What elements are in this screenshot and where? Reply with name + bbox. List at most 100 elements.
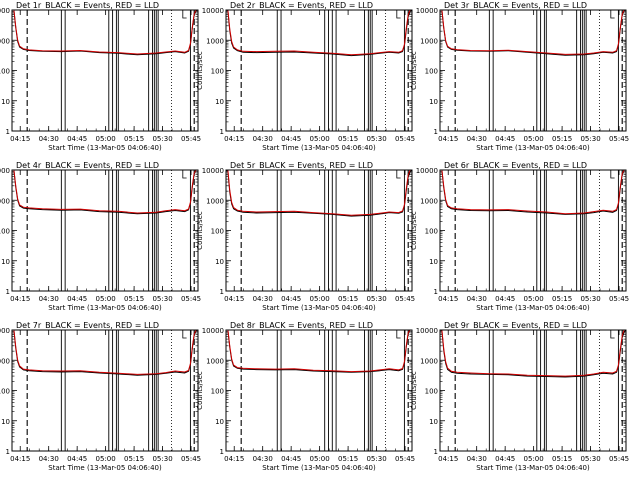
x-tick-label: 04:45	[67, 135, 87, 143]
saa-bracket	[610, 170, 615, 179]
y-tick-label: 100	[211, 68, 224, 76]
x-tick-label: 04:15	[438, 295, 458, 303]
events-series-line	[225, 169, 413, 217]
y-tick-label: 1000	[206, 357, 224, 365]
y-tick-label: 10	[429, 258, 438, 266]
detector-panel: Det 3r_BLACK = Events, RED = LLD Counts/s…	[410, 1, 629, 152]
saa-bracket	[610, 330, 615, 339]
lld-series-line	[12, 9, 198, 55]
y-tick-label: 100	[0, 388, 10, 396]
x-axis-label: Start Time (13-Mar-05 04:06:40)	[476, 304, 590, 312]
x-tick-label: 04:30	[39, 455, 59, 463]
saa-bracket	[396, 330, 401, 339]
x-tick-label: 04:45	[281, 295, 301, 303]
detector-panel: Det 7r_BLACK = Events, RED = LLD Counts/s…	[0, 321, 201, 472]
lld-series-line	[440, 329, 626, 377]
saa-bracket	[396, 170, 401, 179]
y-tick-label: 1000	[206, 37, 224, 45]
x-tick-label: 04:45	[495, 135, 515, 143]
y-tick-label: 1	[220, 128, 224, 136]
y-tick-label: 1	[6, 448, 10, 456]
x-tick-label: 05:00	[524, 295, 544, 303]
plot-frame	[439, 329, 627, 452]
events-series-line	[225, 9, 413, 57]
x-tick-label: 04:45	[67, 295, 87, 303]
plot-frame	[225, 9, 413, 132]
events-series-line	[440, 169, 627, 215]
panel-title: Det 3r_BLACK = Events, RED = LLD	[444, 1, 587, 10]
y-tick-label: 100	[0, 68, 10, 76]
y-tick-label: 1	[220, 288, 224, 296]
x-tick-label: 05:30	[366, 295, 386, 303]
x-tick-label: 04:45	[67, 455, 87, 463]
y-tick-label: 10	[1, 418, 10, 426]
panel-title: Det 9r_BLACK = Events, RED = LLD	[444, 321, 587, 330]
y-tick-label: 10	[215, 418, 224, 426]
y-tick-label: 100	[425, 388, 438, 396]
y-tick-label: 10000	[0, 167, 10, 175]
y-tick-label: 100	[211, 388, 224, 396]
saa-bracket	[610, 10, 615, 19]
plot-frame	[11, 9, 199, 132]
y-tick-label: 10000	[202, 327, 224, 335]
y-tick-label: 10	[215, 258, 224, 266]
x-tick-label: 05:30	[366, 135, 386, 143]
x-tick-label: 05:30	[152, 135, 172, 143]
y-tick-label: 1	[220, 448, 224, 456]
x-axis-label: Start Time (13-Mar-05 04:06:40)	[262, 144, 376, 152]
x-tick-label: 05:15	[124, 295, 144, 303]
lld-series-line	[226, 169, 412, 216]
x-tick-label: 05:00	[96, 455, 116, 463]
detector-panel: Det 2r_BLACK = Events, RED = LLD Counts/s…	[196, 1, 415, 152]
y-axis-label: Counts/sec	[410, 51, 418, 90]
events-series-line	[12, 9, 199, 56]
saa-bracket	[396, 10, 401, 19]
x-tick-label: 05:30	[152, 295, 172, 303]
x-tick-label: 05:45	[609, 295, 629, 303]
y-tick-label: 1	[434, 288, 438, 296]
y-tick-label: 10000	[416, 167, 438, 175]
lld-series-line	[12, 169, 198, 214]
y-axis-label: Counts/sec	[196, 371, 204, 410]
x-tick-label: 04:45	[495, 295, 515, 303]
x-tick-label: 04:30	[253, 455, 273, 463]
events-series-line	[440, 9, 627, 56]
saa-bracket	[182, 330, 187, 339]
y-axis-label: Counts/sec	[196, 51, 204, 90]
x-tick-label: 05:30	[580, 135, 600, 143]
plot-frame	[11, 169, 199, 292]
x-axis-label: Start Time (13-Mar-05 04:06:40)	[48, 464, 162, 472]
x-tick-label: 04:15	[224, 295, 244, 303]
plot-frame	[439, 169, 627, 292]
x-tick-label: 04:15	[438, 135, 458, 143]
y-tick-label: 1	[6, 128, 10, 136]
y-tick-label: 10000	[0, 327, 10, 335]
x-tick-label: 05:00	[524, 455, 544, 463]
x-tick-label: 04:30	[467, 135, 487, 143]
x-tick-label: 04:30	[253, 135, 273, 143]
x-tick-label: 04:15	[224, 455, 244, 463]
x-tick-label: 05:45	[181, 295, 201, 303]
x-tick-label: 05:15	[338, 455, 358, 463]
events-series-line	[439, 329, 627, 378]
y-tick-label: 10	[1, 98, 10, 106]
plot-frame	[225, 169, 413, 292]
lld-series-line	[226, 329, 412, 373]
x-tick-label: 04:30	[39, 295, 59, 303]
x-tick-label: 04:15	[438, 455, 458, 463]
x-tick-label: 04:15	[10, 455, 30, 463]
y-tick-label: 10	[429, 418, 438, 426]
lld-series-line	[440, 169, 626, 215]
panel-title: Det 8r_BLACK = Events, RED = LLD	[230, 321, 373, 330]
x-tick-label: 05:15	[552, 135, 572, 143]
x-tick-label: 05:15	[338, 295, 358, 303]
saa-bracket	[182, 170, 187, 179]
y-tick-label: 10000	[202, 7, 224, 15]
x-tick-label: 05:45	[181, 455, 201, 463]
y-tick-label: 1	[434, 448, 438, 456]
x-tick-label: 05:00	[96, 135, 116, 143]
lld-series-line	[12, 329, 198, 375]
x-tick-label: 05:45	[395, 295, 415, 303]
plot-frame	[439, 9, 627, 132]
